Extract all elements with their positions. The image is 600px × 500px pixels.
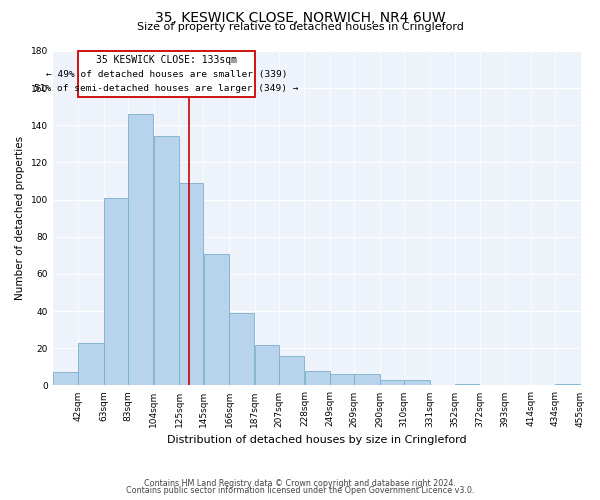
Bar bbox=[330, 374, 354, 386]
Bar bbox=[404, 380, 430, 386]
Bar bbox=[380, 380, 404, 386]
Text: Size of property relative to detached houses in Cringleford: Size of property relative to detached ho… bbox=[137, 22, 463, 32]
Text: 35 KESWICK CLOSE: 133sqm: 35 KESWICK CLOSE: 133sqm bbox=[96, 56, 237, 66]
Text: Contains HM Land Registry data © Crown copyright and database right 2024.: Contains HM Land Registry data © Crown c… bbox=[144, 478, 456, 488]
Text: 35, KESWICK CLOSE, NORWICH, NR4 6UW: 35, KESWICK CLOSE, NORWICH, NR4 6UW bbox=[155, 11, 445, 25]
Bar bbox=[128, 114, 154, 386]
X-axis label: Distribution of detached houses by size in Cringleford: Distribution of detached houses by size … bbox=[167, 435, 466, 445]
Text: ← 49% of detached houses are smaller (339): ← 49% of detached houses are smaller (33… bbox=[46, 70, 287, 78]
FancyBboxPatch shape bbox=[78, 51, 254, 98]
Text: 51% of semi-detached houses are larger (349) →: 51% of semi-detached houses are larger (… bbox=[34, 84, 299, 92]
Bar bbox=[455, 384, 479, 386]
Bar bbox=[203, 254, 229, 386]
Bar bbox=[179, 183, 203, 386]
Bar bbox=[305, 370, 330, 386]
Bar bbox=[555, 384, 580, 386]
Bar bbox=[355, 374, 380, 386]
Bar bbox=[279, 356, 304, 386]
Bar bbox=[229, 313, 254, 386]
Y-axis label: Number of detached properties: Number of detached properties bbox=[15, 136, 25, 300]
Bar bbox=[79, 342, 104, 386]
Bar bbox=[154, 136, 179, 386]
Text: Contains public sector information licensed under the Open Government Licence v3: Contains public sector information licen… bbox=[126, 486, 474, 495]
Bar bbox=[254, 344, 279, 386]
Bar bbox=[53, 372, 78, 386]
Bar bbox=[104, 198, 128, 386]
